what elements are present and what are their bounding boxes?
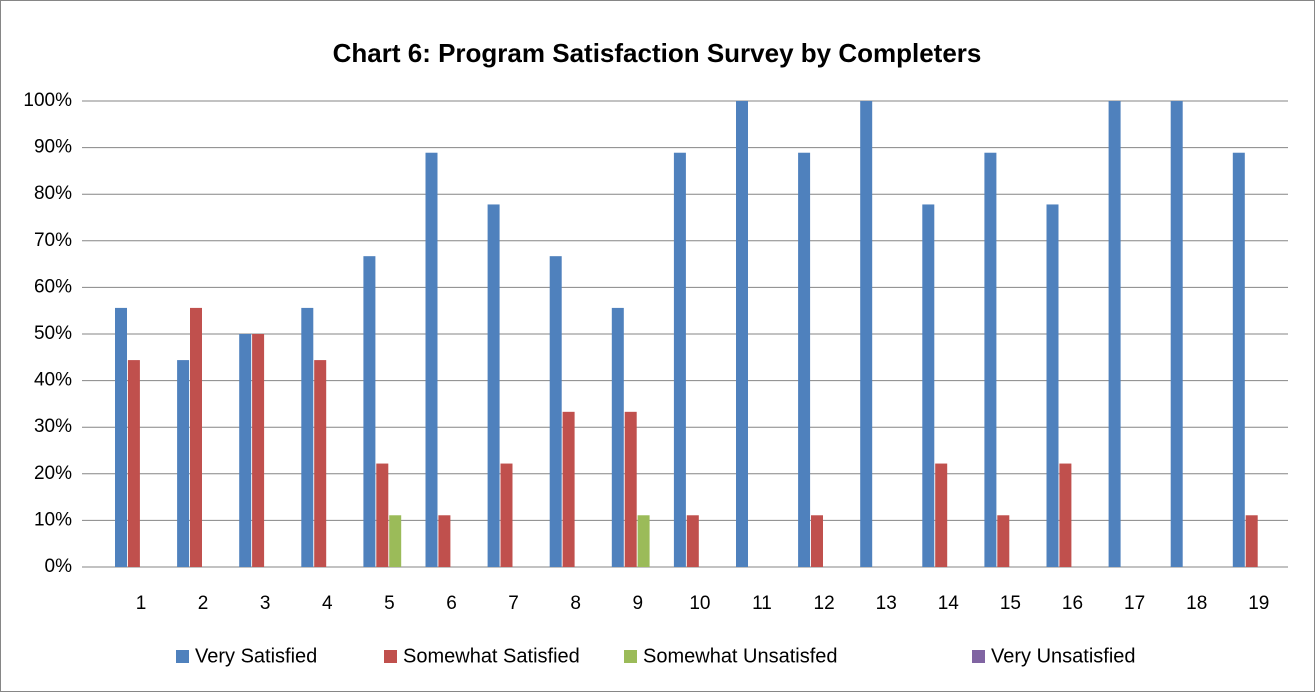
y-tick-label: 20% (34, 463, 72, 484)
y-tick-label: 70% (34, 230, 72, 251)
bar (127, 360, 140, 567)
bar (363, 256, 376, 567)
y-tick-label: 100% (23, 90, 72, 111)
bar (252, 334, 265, 567)
bar (1232, 152, 1245, 567)
bar (637, 515, 650, 567)
chart-title: Chart 6: Program Satisfaction Survey by … (333, 38, 982, 68)
y-tick-label: 40% (34, 370, 72, 391)
legend-swatch (624, 650, 637, 663)
x-tick-label: 18 (1186, 593, 1207, 614)
bar (611, 307, 624, 567)
legend-swatch (972, 650, 985, 663)
bar (314, 360, 327, 567)
y-tick-label: 60% (34, 276, 72, 297)
bar (686, 515, 699, 567)
x-tick-label: 11 (752, 593, 772, 614)
bar (984, 152, 997, 567)
y-tick-label: 0% (45, 556, 73, 577)
x-tick-label: 14 (938, 593, 960, 614)
y-tick-label: 90% (34, 137, 72, 158)
bar (549, 256, 562, 567)
legend-swatch (384, 650, 397, 663)
bar (190, 307, 202, 567)
x-tick-label: 13 (876, 593, 897, 614)
x-tick-label: 9 (633, 593, 644, 614)
bar (860, 101, 873, 567)
bar (177, 360, 190, 567)
x-tick-label: 7 (508, 593, 519, 614)
x-tick-label: 5 (384, 593, 395, 614)
x-tick-label: 4 (322, 593, 333, 614)
x-tick-label: 15 (1000, 593, 1021, 614)
bar (376, 463, 389, 567)
legend-label: Somewhat Unsatisfed (643, 645, 838, 667)
legend-swatch (176, 650, 189, 663)
bar (425, 152, 438, 567)
bar (624, 411, 637, 567)
bar (997, 515, 1010, 567)
x-tick-label: 16 (1062, 593, 1083, 614)
x-tick-label: 19 (1248, 593, 1269, 614)
bar (1108, 101, 1121, 567)
bar (935, 463, 948, 567)
bar (798, 152, 811, 567)
y-tick-label: 10% (34, 509, 72, 530)
bar (438, 515, 451, 567)
x-tick-label: 1 (136, 593, 147, 614)
legend-label: Very Satisfied (195, 645, 317, 667)
x-tick-label: 10 (689, 593, 710, 614)
bar (1245, 515, 1258, 567)
bar (562, 411, 575, 567)
bar (1170, 101, 1183, 567)
bar (487, 204, 500, 567)
y-tick-label: 50% (34, 323, 72, 344)
bar (301, 307, 314, 567)
x-tick-label: 17 (1124, 593, 1145, 614)
bar (500, 463, 513, 567)
y-tick-label: 30% (34, 416, 72, 437)
bar (811, 515, 823, 567)
bar (239, 334, 252, 567)
bar (922, 204, 935, 567)
bar (115, 307, 127, 567)
bar (1059, 463, 1072, 567)
x-tick-label: 8 (570, 593, 581, 614)
bar (736, 101, 748, 567)
x-tick-label: 3 (260, 593, 271, 614)
x-tick-label: 12 (814, 593, 835, 614)
bar (1046, 204, 1059, 567)
x-tick-label: 2 (198, 593, 209, 614)
legend-label: Somewhat Satisfied (403, 645, 580, 667)
x-tick-label: 6 (446, 593, 457, 614)
bar (389, 515, 402, 567)
y-tick-label: 80% (34, 183, 72, 204)
bar (673, 152, 686, 567)
legend-label: Very Unsatisfied (991, 645, 1136, 667)
